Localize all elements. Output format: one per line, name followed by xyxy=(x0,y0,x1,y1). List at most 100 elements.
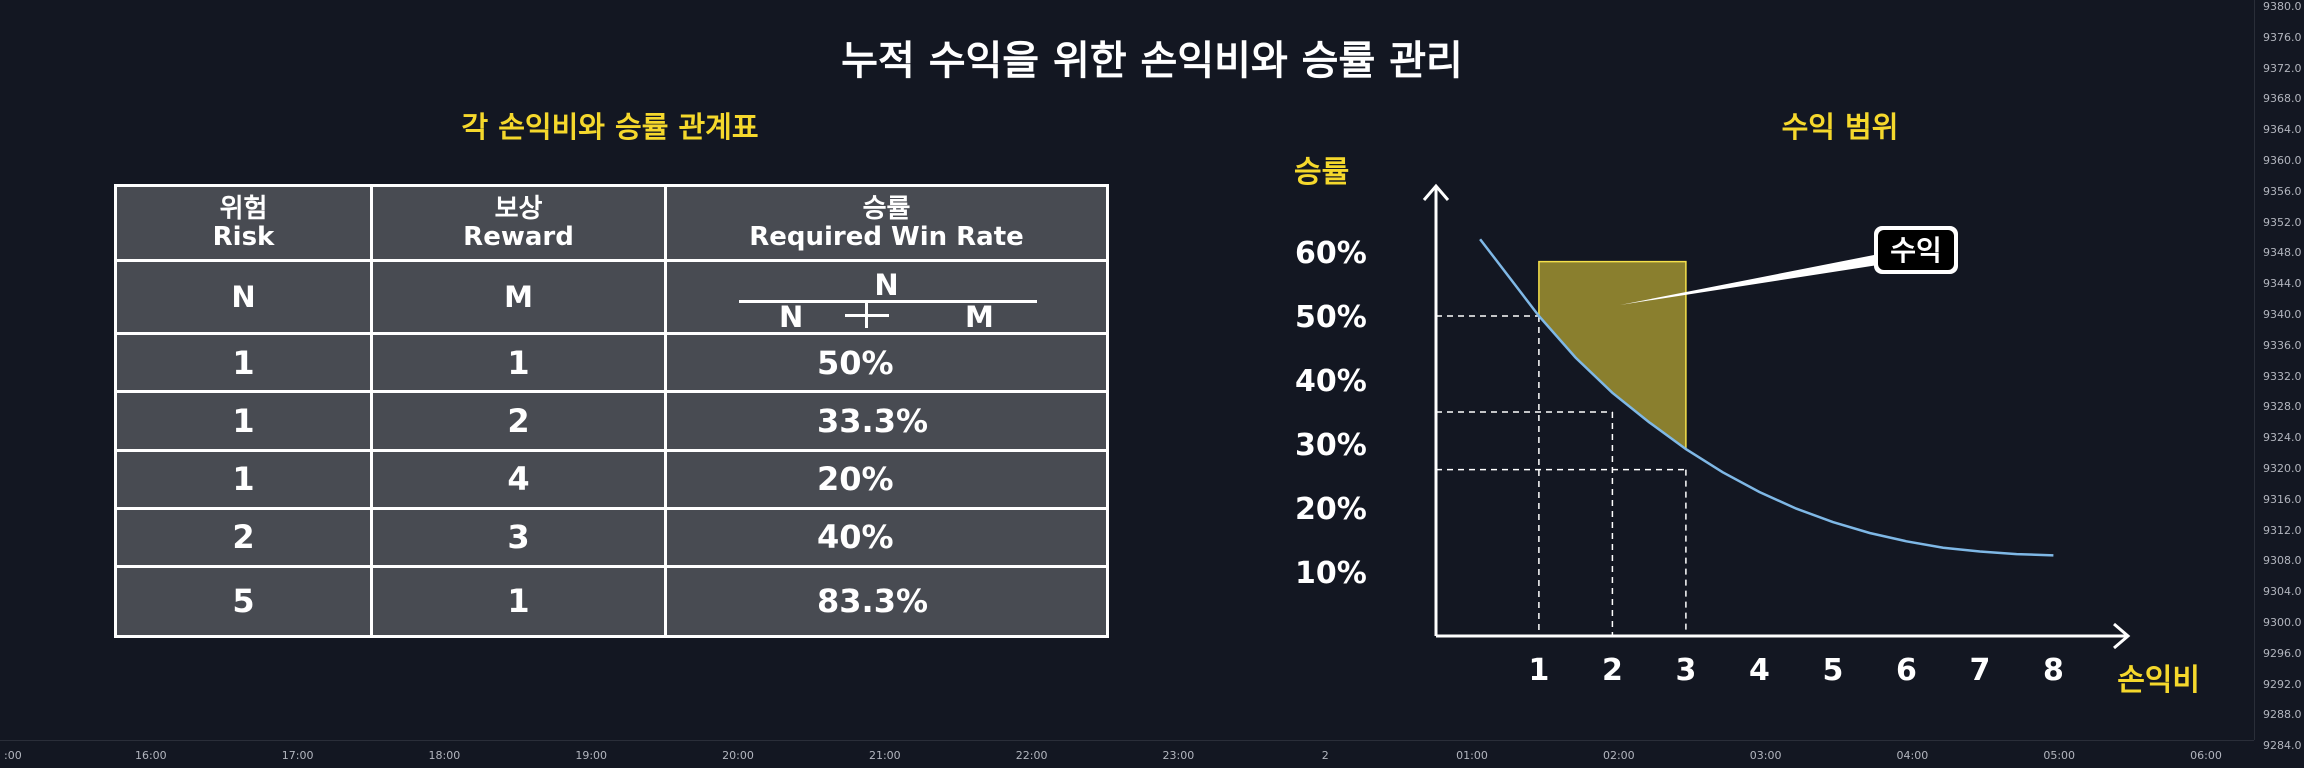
price-tick-label: 9360.0 xyxy=(2263,154,2302,167)
price-tick-label: 9324.0 xyxy=(2263,431,2302,445)
table-row: 1 1 50% xyxy=(114,332,1109,394)
formula-risk: N xyxy=(114,259,373,336)
price-tick-label: 9348.0 xyxy=(2263,246,2302,260)
x-tick-label: 1 xyxy=(1528,653,1549,688)
header-risk-english: Risk xyxy=(212,222,275,253)
header-win-rate-korean: 승률 xyxy=(862,194,911,225)
time-tick-label: 23:00 xyxy=(1162,749,1195,762)
x-tick-label: 8 xyxy=(2043,653,2064,688)
fraction-bar xyxy=(739,300,1037,304)
table-row: 1 2 33.3% xyxy=(114,390,1109,452)
price-tick-label: 9332.0 xyxy=(2263,369,2302,383)
time-tick-label: 22:00 xyxy=(1015,749,1048,762)
header-risk-korean: 위험 xyxy=(219,194,268,225)
plus-sign-vertical xyxy=(865,302,868,329)
cell-reward: 3 xyxy=(370,506,667,568)
cell-reward: 2 xyxy=(370,390,667,452)
table-row: 2 3 40% xyxy=(114,506,1109,568)
cell-risk: 2 xyxy=(114,506,373,568)
time-tick-label: 05:00 xyxy=(2043,749,2076,762)
price-tick-label: 9372.0 xyxy=(2263,61,2302,75)
price-tick-label: 9316.0 xyxy=(2263,492,2302,506)
time-tick-label: 2 xyxy=(1321,749,1329,762)
time-tick-label: 17:00 xyxy=(281,749,314,762)
price-tick-label: 9308.0 xyxy=(2263,554,2302,568)
price-tick-label: 9292.0 xyxy=(2263,677,2302,691)
x-tick-label: 2 xyxy=(1602,653,1623,688)
time-tick-label: 04:00 xyxy=(1896,749,1929,762)
header-win-rate-english: Required Win Rate xyxy=(749,222,1024,253)
header-reward-korean: 보상 xyxy=(494,194,543,225)
cell-risk: 5 xyxy=(114,564,373,639)
annotation-pointer xyxy=(1620,255,1878,305)
formula-row: N M N N M xyxy=(114,259,1109,336)
time-tick-label: 02:00 xyxy=(1602,749,1635,762)
x-tick-label: 7 xyxy=(1969,653,1990,688)
time-tick-label: 16:00 xyxy=(134,749,167,762)
fraction-numerator: N xyxy=(874,268,899,303)
table-row: 5 1 83.3% xyxy=(114,564,1109,639)
time-tick-label: 18:00 xyxy=(428,749,461,762)
chart-title: 수익 범위 xyxy=(1781,110,1899,144)
time-axis[interactable]: :00 16:00 17:00 18:00 19:00 20:00 21:00 22:00 23… xyxy=(0,740,2254,768)
header-reward: 보상 Reward xyxy=(370,183,667,263)
price-axis[interactable]: 9380.0 9376.0 9372.0 9368.0 9364.0 9360.0 9356… xyxy=(2254,0,2304,752)
table-row: 1 4 20% xyxy=(114,448,1109,510)
time-tick-label: 21:00 xyxy=(868,749,901,762)
cell-risk: 1 xyxy=(114,448,373,510)
y-tick-label: 10% xyxy=(1295,556,1367,591)
x-tick-label: 6 xyxy=(1896,653,1917,688)
annotation-label: 수익 xyxy=(1890,234,1942,267)
x-axis-arrow xyxy=(2113,622,2131,650)
y-tick-label: 20% xyxy=(1295,492,1367,527)
price-tick-label: 9328.0 xyxy=(2263,400,2302,414)
y-tick-label: 60% xyxy=(1295,236,1367,271)
page-title: 누적 수익을 위한 손익비와 승률 관리 xyxy=(841,38,1463,84)
price-tick-label: 9284.0 xyxy=(2263,739,2302,753)
price-tick-label: 9368.0 xyxy=(2263,92,2302,106)
formula-win-rate: N N M xyxy=(664,259,1109,336)
time-tick-label: 01:00 xyxy=(1456,749,1488,762)
win-rate-curve xyxy=(1479,238,2054,557)
x-axis-label: 손익비 xyxy=(2117,663,2200,698)
table-header-row: 위험 Risk 보상 Reward 승률 Required Win Rate xyxy=(114,183,1109,263)
risk-reward-table: 위험 Risk 보상 Reward 승률 Required Win Rate N… xyxy=(114,183,1109,639)
price-tick-label: 9340.0 xyxy=(2263,308,2302,321)
win-rate-fraction: N N M xyxy=(667,262,1106,334)
time-tick-label: 19:00 xyxy=(575,749,608,762)
time-tick-label: 03:00 xyxy=(1749,749,1782,762)
header-risk: 위험 Risk xyxy=(114,183,373,263)
profit-region xyxy=(1538,260,1687,451)
price-tick-label: 9304.0 xyxy=(2263,585,2302,599)
x-tick-label: 4 xyxy=(1749,653,1770,688)
price-tick-label: 9380.0 xyxy=(2263,0,2302,13)
cell-risk: 1 xyxy=(114,332,373,394)
cell-win-rate: 40% xyxy=(664,506,1109,568)
y-axis-label: 승률 xyxy=(1294,155,1349,190)
cell-win-rate: 50% xyxy=(664,332,1109,394)
price-tick-label: 9312.0 xyxy=(2263,523,2302,537)
x-tick-label: 3 xyxy=(1675,653,1696,688)
price-tick-label: 9356.0 xyxy=(2263,184,2302,198)
price-tick-label: 9376.0 xyxy=(2263,30,2302,44)
price-tick-label: 9320.0 xyxy=(2263,462,2302,475)
cell-win-rate: 33.3% xyxy=(664,390,1109,452)
y-tick-label: 50% xyxy=(1295,300,1367,335)
cell-win-rate: 83.3% xyxy=(664,564,1109,639)
price-tick-label: 9288.0 xyxy=(2263,708,2302,722)
y-axis-arrow xyxy=(1422,183,1450,201)
table-title: 각 손익비와 승률 관계표 xyxy=(461,110,759,144)
price-tick-label: 9364.0 xyxy=(2263,123,2302,137)
header-win-rate: 승률 Required Win Rate xyxy=(664,183,1109,263)
annotation-box-inner xyxy=(1878,230,1954,270)
price-tick-label: 9296.0 xyxy=(2263,646,2302,660)
y-tick-label: 40% xyxy=(1295,364,1367,399)
y-tick-label: 30% xyxy=(1295,428,1367,463)
time-tick-label: :00 xyxy=(4,749,22,762)
header-reward-english: Reward xyxy=(463,222,574,253)
price-tick-label: 9352.0 xyxy=(2263,215,2302,229)
cell-reward: 1 xyxy=(370,332,667,394)
price-tick-label: 9336.0 xyxy=(2263,338,2302,352)
cell-win-rate: 20% xyxy=(664,448,1109,510)
